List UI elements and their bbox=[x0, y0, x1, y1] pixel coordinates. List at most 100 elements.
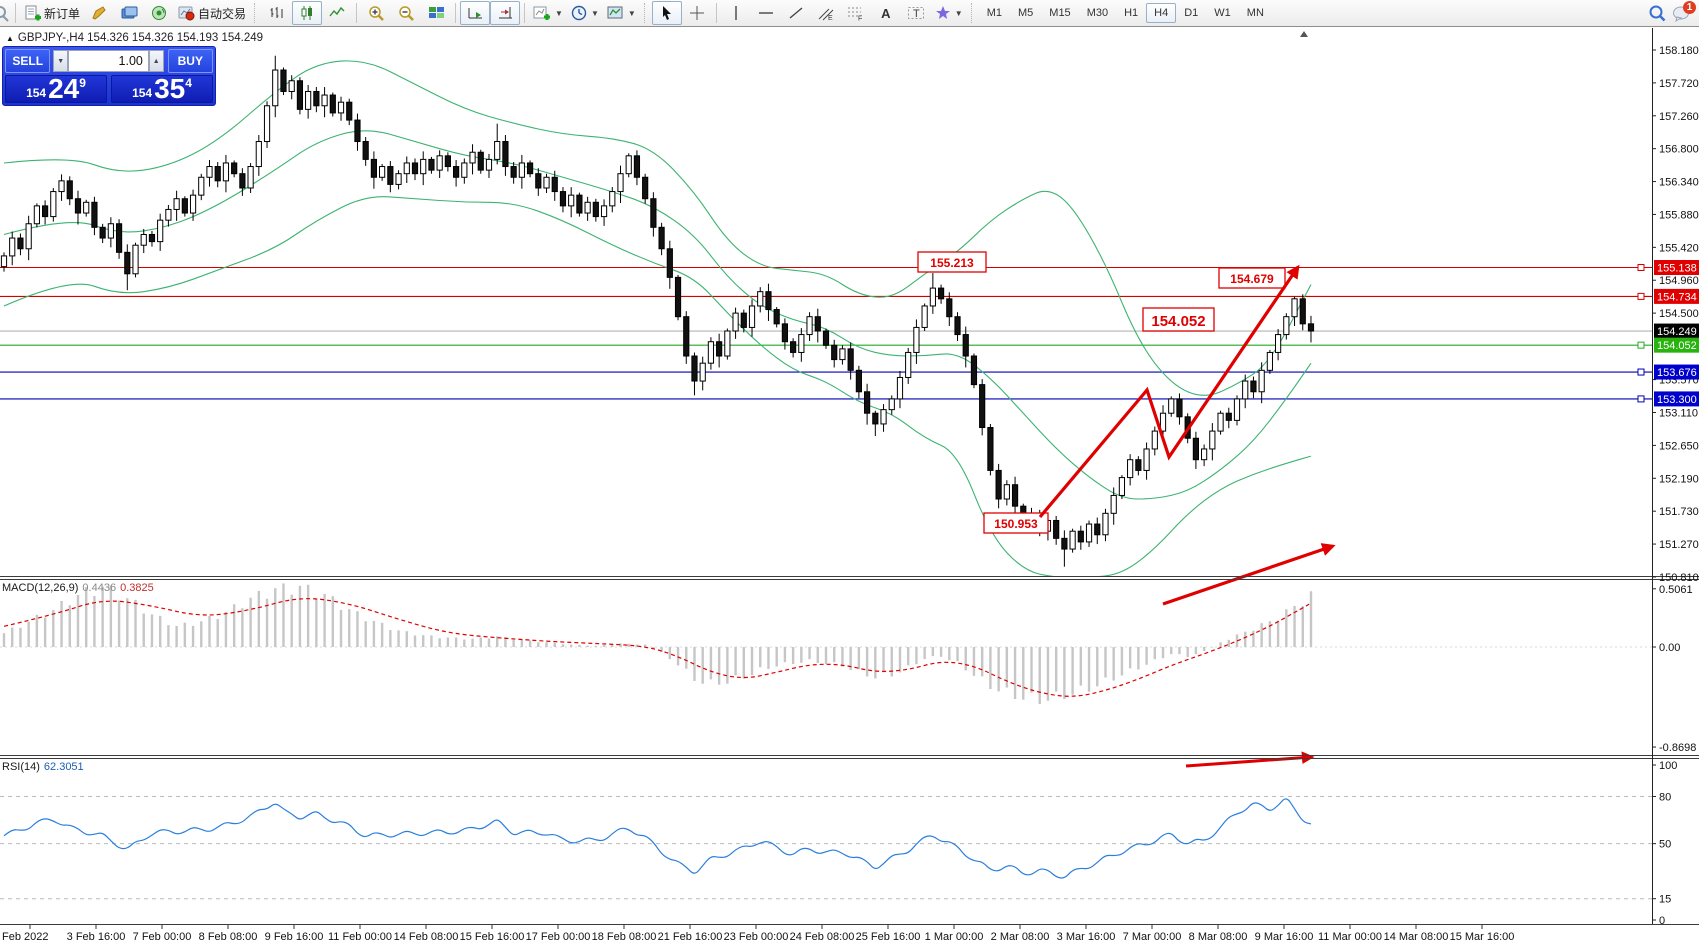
price-annotation-box[interactable] bbox=[917, 251, 987, 273]
bar-chart-button[interactable] bbox=[262, 1, 292, 25]
main-price-panel: 155.213 154.679 154.052 150.953 bbox=[0, 55, 1652, 576]
rsi-axis-tick: 50 bbox=[1659, 839, 1671, 851]
shapes-button[interactable]: ▼ bbox=[931, 1, 967, 25]
time-axis-label: 11 Mar 00:00 bbox=[1318, 931, 1382, 943]
chart-shift-icon bbox=[497, 5, 514, 21]
search-icon[interactable] bbox=[1648, 4, 1666, 22]
macd-trend-arrow[interactable] bbox=[1162, 543, 1336, 606]
timeframe-h4-button[interactable]: H4 bbox=[1146, 3, 1177, 23]
macd-signal-value: 0.3825 bbox=[120, 582, 154, 594]
crayon-button[interactable] bbox=[84, 1, 114, 25]
text-label-icon: T bbox=[907, 5, 925, 21]
macd-axis-tick: -0.8698 bbox=[1659, 742, 1696, 754]
price-axis-tick: 158.180 bbox=[1659, 45, 1699, 57]
zoom-out-button[interactable] bbox=[391, 1, 421, 25]
macd-indicator-label: MACD(12,26,9) 0.4436 0.3825 bbox=[2, 582, 154, 594]
rsi-line bbox=[3, 798, 1312, 879]
channel-button[interactable]: E bbox=[811, 1, 841, 25]
periods-button[interactable]: ▼ bbox=[567, 1, 603, 25]
time-axis-label: 3 Mar 16:00 bbox=[1057, 931, 1116, 943]
buy-price-display[interactable]: 154 35 4 bbox=[111, 75, 213, 103]
horizontal-line-button[interactable] bbox=[751, 1, 781, 25]
buy-price-sup: 4 bbox=[185, 76, 192, 90]
sell-price-int: 154 bbox=[26, 86, 47, 100]
symbol-ohlc-text: GBPJPY-,H4 154.326 154.326 154.193 154.2… bbox=[17, 32, 264, 44]
price-badge bbox=[1654, 364, 1699, 380]
chevron-down-icon: ▼ bbox=[590, 8, 599, 18]
bollinger-lower-band bbox=[3, 196, 1312, 576]
volume-decrease-button[interactable]: ▼ bbox=[53, 50, 69, 72]
sell-price-big: 24 bbox=[48, 73, 80, 104]
divider bbox=[15, 3, 16, 23]
notifications-icon[interactable]: 1 bbox=[1672, 0, 1696, 22]
cursor-button[interactable] bbox=[651, 1, 682, 25]
vertical-line-button[interactable] bbox=[721, 1, 751, 25]
timeframe-m15-button[interactable]: M15 bbox=[1049, 7, 1071, 19]
price-axis-tick: 155.880 bbox=[1659, 209, 1699, 221]
bollinger-upper-band bbox=[3, 60, 1312, 396]
fibonacci-icon: F bbox=[847, 5, 864, 21]
trendline-button[interactable] bbox=[781, 1, 811, 25]
new-order-button[interactable]: 新订单 bbox=[20, 1, 84, 25]
zoom-out-icon bbox=[398, 5, 415, 22]
timeframe-d1-button[interactable]: D1 bbox=[1184, 7, 1199, 19]
svg-text:E: E bbox=[828, 15, 833, 21]
price-annotation-box[interactable] bbox=[1218, 267, 1286, 289]
templates-button[interactable]: ▼ bbox=[603, 1, 640, 25]
time-axis-label: 24 Feb 08:00 bbox=[790, 931, 855, 943]
time-axis-label: 3 Feb 16:00 bbox=[67, 931, 126, 943]
price-badge-text: 154.052 bbox=[1657, 340, 1697, 352]
time-axis-label: 11 Feb 00:00 bbox=[328, 931, 392, 943]
timeframe-w1-button[interactable]: W1 bbox=[1214, 7, 1231, 19]
line-handle[interactable] bbox=[1637, 395, 1645, 403]
line-handle[interactable] bbox=[1637, 341, 1645, 349]
sell-price-display[interactable]: 154 24 9 bbox=[5, 75, 107, 103]
price-axis-tick: 151.270 bbox=[1659, 539, 1699, 551]
auto-scroll-button[interactable] bbox=[460, 1, 491, 25]
time-axis-label: 1 Mar 00:00 bbox=[925, 931, 984, 943]
time-axis-label: 18 Feb 08:00 bbox=[592, 931, 657, 943]
price-axis-tick: 156.800 bbox=[1659, 144, 1699, 156]
candlestick-chart-button[interactable] bbox=[292, 1, 323, 25]
time-axis-label: 15 Mar 16:00 bbox=[1450, 931, 1515, 943]
price-annotation-box[interactable] bbox=[1142, 307, 1215, 332]
chart-shift-button[interactable] bbox=[490, 1, 521, 25]
text-label-button[interactable]: T bbox=[901, 1, 931, 25]
price-annotation-box[interactable] bbox=[983, 512, 1049, 534]
divider bbox=[715, 3, 717, 23]
timeframe-m5-button[interactable]: M5 bbox=[1018, 7, 1034, 19]
indicators-add-button[interactable]: ▼ bbox=[529, 1, 567, 25]
volume-input[interactable]: 1.00 bbox=[68, 50, 149, 72]
signals-button[interactable] bbox=[144, 1, 174, 25]
chart-area[interactable]: 155.213 154.679 154.052 150.953 158.180 157.7… bbox=[0, 28, 1699, 946]
line-handle[interactable] bbox=[1637, 368, 1645, 376]
tile-windows-button[interactable] bbox=[421, 1, 451, 25]
auto-scroll-icon bbox=[467, 5, 484, 21]
time-axis-label: 2 Mar 08:00 bbox=[991, 931, 1050, 943]
toolbar-grip bbox=[970, 3, 975, 23]
price-annotation-text: 154.679 bbox=[1230, 272, 1274, 286]
chevron-down-icon: ▼ bbox=[555, 8, 563, 18]
profiles-button[interactable] bbox=[114, 1, 144, 25]
autotrading-button[interactable]: 自动交易 bbox=[174, 1, 250, 25]
timeframe-m1-button[interactable]: M1 bbox=[986, 7, 1002, 19]
timeframe-h1-button[interactable]: H1 bbox=[1124, 7, 1139, 19]
buy-button[interactable]: BUY bbox=[167, 49, 213, 73]
crosshair-button[interactable] bbox=[682, 1, 712, 25]
line-handle[interactable] bbox=[1637, 264, 1645, 272]
sell-button[interactable]: SELL bbox=[5, 49, 51, 73]
volume-increase-button[interactable]: ▲ bbox=[148, 50, 164, 72]
zoom-in-button[interactable] bbox=[361, 1, 391, 25]
fibonacci-button[interactable]: F bbox=[841, 1, 871, 25]
timeframe-m30-button[interactable]: M30 bbox=[1086, 7, 1109, 19]
line-handle[interactable] bbox=[1637, 292, 1645, 300]
timeframe-mn-button[interactable]: MN bbox=[1246, 7, 1264, 19]
line-chart-button[interactable] bbox=[322, 1, 352, 25]
text-button[interactable]: A bbox=[871, 1, 901, 25]
chart-plot: 155.213 154.679 154.052 150.953 158.180 157.7… bbox=[0, 28, 1699, 943]
trend-arrow[interactable] bbox=[1038, 264, 1300, 519]
indicators-add-icon bbox=[533, 5, 551, 21]
price-annotation-text: 154.052 bbox=[1151, 313, 1205, 330]
time-axis-label: 25 Feb 16:00 bbox=[856, 931, 921, 943]
